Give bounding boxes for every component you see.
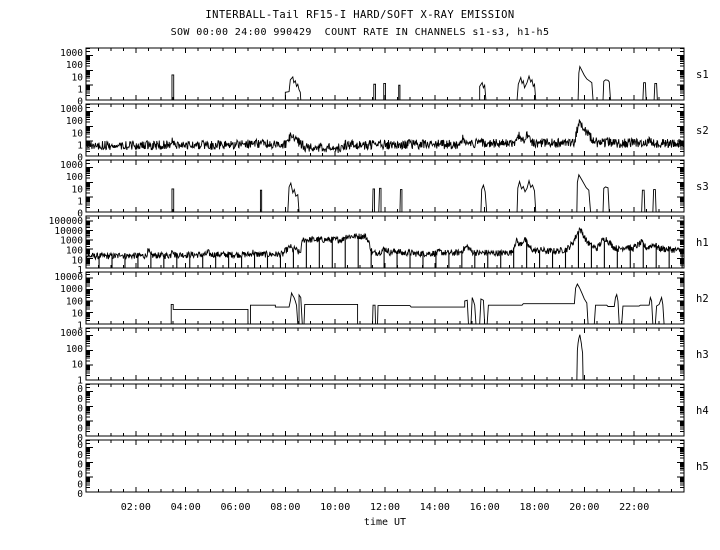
x-tick-label: 20:00 <box>569 502 599 513</box>
y-tick-label: 10 <box>72 255 84 266</box>
y-tick-label: 0 <box>77 450 83 461</box>
trace-h2 <box>86 283 684 325</box>
y-tick-label: 1 <box>77 84 83 95</box>
y-tick-label: 10 <box>72 308 84 319</box>
y-tick-label: 10 <box>72 128 84 139</box>
panel-label-h4: h4 <box>696 405 709 417</box>
y-tick-label: 1000 <box>60 104 83 115</box>
y-tick-label: 0 <box>77 414 83 425</box>
trace-s2 <box>85 119 685 154</box>
y-tick-label: 0 <box>77 440 83 451</box>
y-tick-label: 100 <box>66 296 83 307</box>
panel-label-s2: s2 <box>696 125 709 137</box>
panel-frame <box>85 103 685 157</box>
figure-title: INTERBALL-Tail RF15-I HARD/SOFT X-RAY EM… <box>205 9 515 21</box>
x-tick-label: 02:00 <box>121 502 151 513</box>
y-tick-label: 1000 <box>60 284 83 295</box>
panel-frame <box>85 159 685 213</box>
panel-label-h1: h1 <box>696 237 709 249</box>
title-block: INTERBALL-Tail RF15-I HARD/SOFT X-RAY EM… <box>0 7 720 41</box>
y-tick-label: 0 <box>77 404 83 415</box>
panel-label-s1: s1 <box>696 69 709 81</box>
y-tick-label: 10 <box>72 72 84 83</box>
y-tick-label: 1 <box>77 196 83 207</box>
y-tick-label: 0 <box>77 153 83 164</box>
figure-subtitle: SOW 00:00 24:00 990429 COUNT RATE IN CHA… <box>170 27 550 38</box>
y-tick-label: 0 <box>77 460 83 471</box>
y-tick-label: 100 <box>66 116 83 127</box>
panel-label-h5: h5 <box>696 461 709 473</box>
x-tick-label: 10:00 <box>320 502 350 513</box>
y-tick-label: 100000 <box>49 216 84 227</box>
panel-label-s3: s3 <box>696 181 709 193</box>
x-tick-label: 14:00 <box>420 502 450 513</box>
trace-s3 <box>86 173 684 213</box>
trace-s1 <box>86 65 684 101</box>
y-tick-label: 1000 <box>60 328 83 339</box>
y-tick-label: 1 <box>77 321 83 332</box>
y-tick-label: 1 <box>77 376 83 387</box>
y-tick-label: 1 <box>77 140 83 151</box>
y-tick-label: 0 <box>77 423 83 434</box>
y-tick-label: 0 <box>77 209 83 220</box>
y-tick-label: 100 <box>66 60 83 71</box>
x-tick-label: 04:00 <box>171 502 201 513</box>
y-tick-label: 10000 <box>54 272 83 283</box>
y-tick-label: 1000 <box>60 160 83 171</box>
y-tick-label: 100 <box>66 246 83 257</box>
trace-h1 <box>85 226 685 269</box>
y-tick-label: 100 <box>66 344 83 355</box>
y-tick-label: 0 <box>77 384 83 395</box>
y-tick-label: 1 <box>77 265 83 276</box>
panel-label-h3: h3 <box>696 349 709 361</box>
y-tick-label: 0 <box>77 97 83 108</box>
x-axis-title: time UT <box>364 517 406 528</box>
panel-frame <box>85 47 685 101</box>
panel-frame <box>85 383 685 437</box>
panel-label-h2: h2 <box>696 293 709 305</box>
x-tick-label: 16:00 <box>470 502 500 513</box>
x-tick-label: 08:00 <box>270 502 300 513</box>
y-tick-label: 1000 <box>60 236 83 247</box>
y-tick-label: 0 <box>77 394 83 405</box>
y-tick-label: 1000 <box>60 48 83 59</box>
y-tick-label: 0 <box>77 433 83 444</box>
y-tick-label: 10 <box>72 360 84 371</box>
panel-frame <box>85 271 685 325</box>
y-tick-label: 100 <box>66 172 83 183</box>
y-tick-label: 10000 <box>54 226 83 237</box>
y-tick-label: 0 <box>77 470 83 481</box>
panel-frame <box>85 215 685 269</box>
trace-h3 <box>86 334 684 381</box>
x-tick-label: 12:00 <box>370 502 400 513</box>
x-tick-label: 06:00 <box>220 502 250 513</box>
y-tick-label: 10 <box>72 184 84 195</box>
panel-frame <box>85 439 685 493</box>
y-tick-label: 0 <box>77 479 83 490</box>
panel-frame <box>85 327 685 381</box>
x-tick-label: 18:00 <box>519 502 549 513</box>
x-tick-label: 22:00 <box>619 502 649 513</box>
panel-h3: 1000 100 10 1 h3 <box>60 327 709 387</box>
y-tick-label: 0 <box>77 489 83 500</box>
